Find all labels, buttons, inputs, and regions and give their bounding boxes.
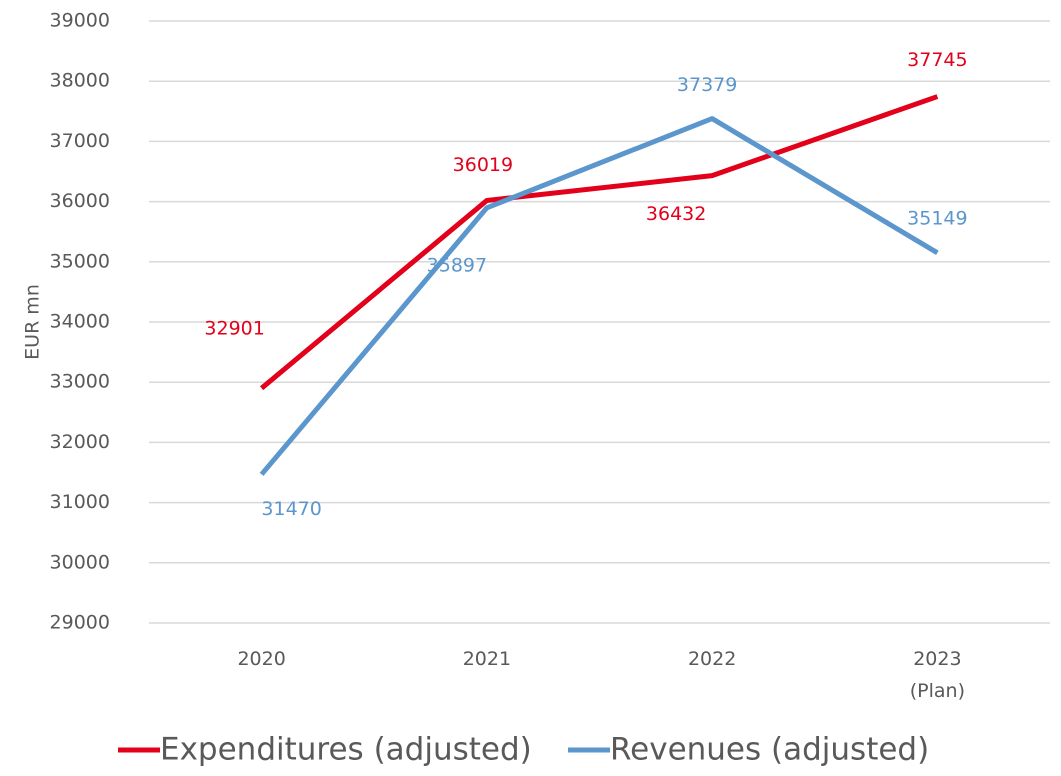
x-tick-label: 2021: [462, 648, 512, 670]
data-label: 37745: [907, 49, 967, 71]
y-tick-label: 38000: [50, 70, 110, 92]
legend-label: Expenditures (adjusted): [160, 732, 532, 768]
y-tick-label: 32000: [50, 431, 110, 453]
x-tick-label: 2022: [687, 648, 737, 670]
y-tick-label: 31000: [50, 491, 110, 513]
data-label: 37379: [677, 74, 737, 96]
data-label: 32901: [204, 318, 264, 340]
y-tick-label: 36000: [50, 190, 110, 212]
data-label: 35149: [907, 207, 967, 229]
y-tick-label: 30000: [50, 551, 110, 573]
y-tick-label: 35000: [50, 250, 110, 272]
data-label: 36432: [646, 203, 706, 225]
line: [259, 116, 939, 476]
y-axis-title: EUR mn: [22, 284, 44, 360]
y-tick-label: 37000: [50, 130, 110, 152]
x-tick-label: 2020: [237, 648, 286, 670]
data-label: 35897: [427, 254, 487, 276]
y-tick-label: 33000: [50, 371, 110, 393]
y-tick-label: 34000: [50, 311, 110, 333]
data-label: 31470: [261, 498, 321, 520]
line: [260, 94, 939, 391]
x-tick-label: 2023 (Plan): [909, 648, 965, 702]
y-tick-label: 29000: [50, 612, 110, 634]
legend-label: Revenues (adjusted): [610, 732, 929, 768]
data-label: 36019: [453, 154, 513, 176]
y-tick-label: 39000: [50, 10, 110, 32]
